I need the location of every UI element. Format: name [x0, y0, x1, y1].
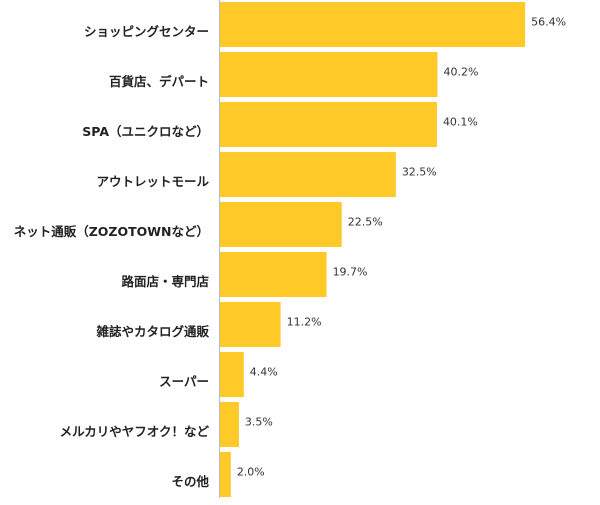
bar [220, 302, 281, 347]
y-tick-label: ショッピングセンター [84, 24, 209, 39]
y-tick-label: メルカリやヤフオク！など [60, 424, 210, 439]
value-label: 40.2% [443, 66, 478, 79]
y-tick-label: その他 [171, 474, 209, 489]
value-label: 19.7% [333, 266, 368, 279]
bar [220, 252, 327, 297]
bar [220, 52, 438, 97]
y-tick-label: ネット通販（ZOZOTOWNなど） [14, 224, 209, 239]
bar [220, 152, 396, 197]
y-tick-label: SPA（ユニクロなど） [82, 124, 209, 139]
y-tick-label: スーパー [159, 374, 209, 389]
value-label: 4.4% [250, 366, 278, 379]
value-label: 22.5% [348, 216, 383, 229]
y-tick-label: 雑誌やカタログ通販 [95, 324, 209, 339]
y-tick-label: アウトレットモール [96, 174, 209, 189]
bar [220, 2, 526, 47]
bar [220, 452, 231, 497]
y-tick-label: 路面店・専門店 [121, 274, 209, 289]
value-label: 3.5% [245, 416, 273, 429]
bar [220, 202, 342, 247]
value-label: 40.1% [443, 116, 478, 129]
y-tick-label: 百貨店、デパート [109, 74, 209, 89]
value-label: 56.4% [531, 16, 566, 29]
bar [220, 402, 239, 447]
bar [220, 352, 244, 397]
value-label: 32.5% [402, 166, 437, 179]
value-label: 2.0% [237, 466, 265, 479]
value-label: 11.2% [287, 316, 322, 329]
bar [220, 102, 437, 147]
